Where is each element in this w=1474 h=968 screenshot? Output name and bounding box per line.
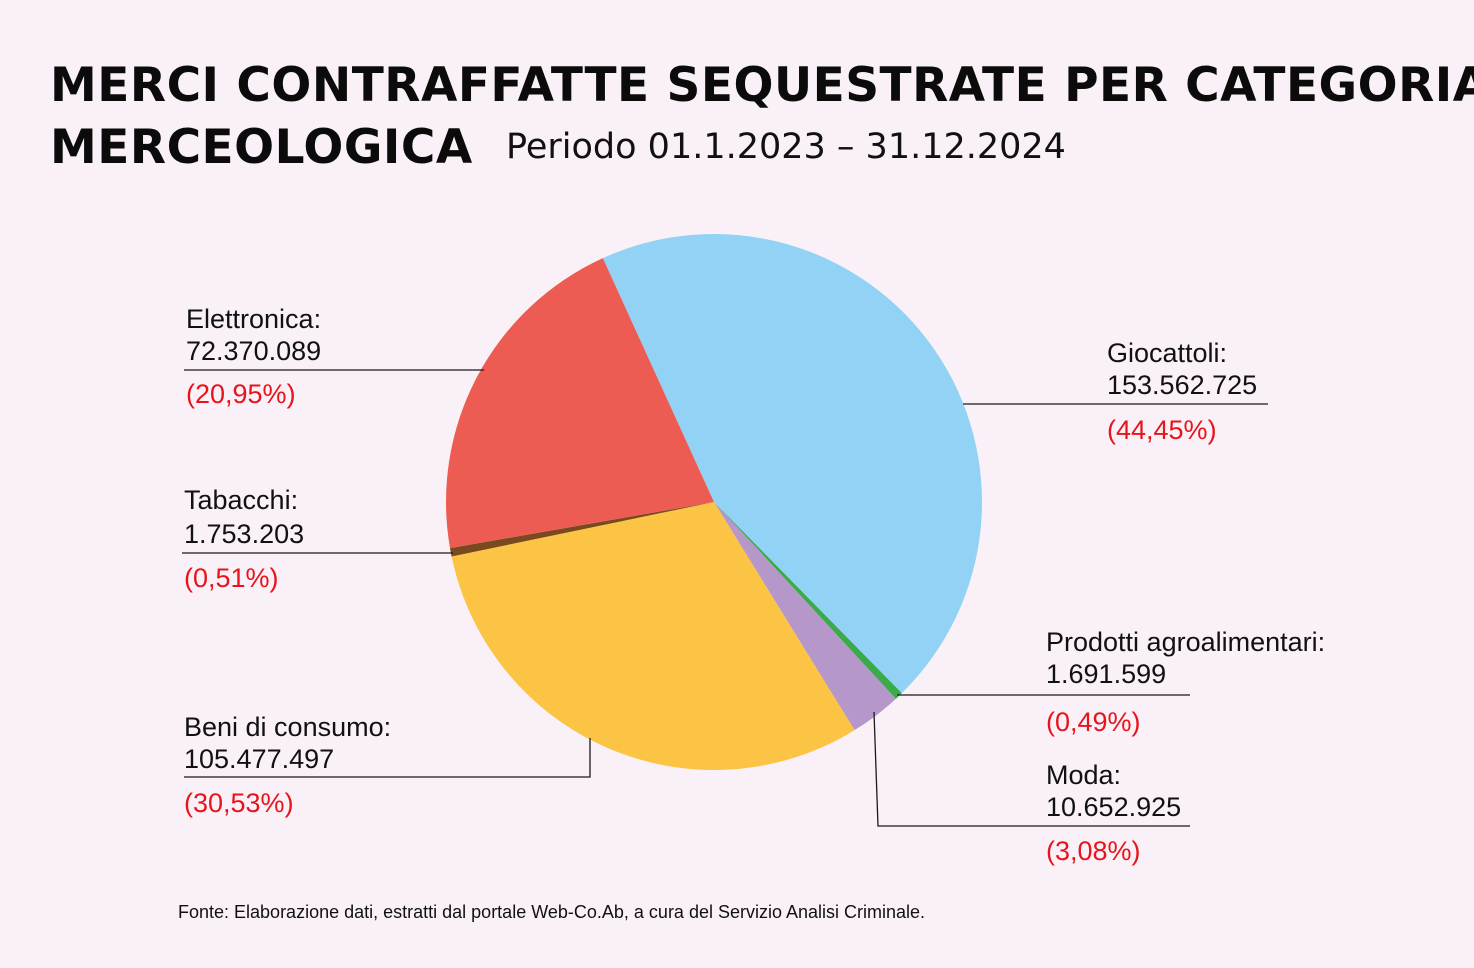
pie-callouts: Giocattoli:153.562.725 (44,45%) Prodotti a… xyxy=(182,304,1325,866)
slice-value-beni-di-consumo: 105.477.497 xyxy=(184,744,334,774)
slice-value-elettronica: 72.370.089 xyxy=(186,336,321,366)
pie-slice-tabacchi xyxy=(450,502,714,557)
chart-title-line-1: MERCI CONTRAFFATTE SEQUESTRATE PER CATEG… xyxy=(50,58,1474,113)
slice-percent-tabacchi: (0,51%) xyxy=(184,563,279,593)
slice-percent-elettronica: (20,95%) xyxy=(186,379,296,409)
leader-line-moda xyxy=(873,711,1190,827)
pie-slice-moda xyxy=(714,502,896,731)
slice-label-giocattoli: Giocattoli: xyxy=(1107,338,1227,368)
chart-title-line-2: MERCEOLOGICA xyxy=(50,120,473,175)
slice-label-moda: Moda: xyxy=(1046,760,1121,790)
slice-value-moda: 10.652.925 xyxy=(1046,792,1181,822)
slice-percent-prodotti-agroalimentari: (0,49%) xyxy=(1046,707,1141,737)
pie-slices xyxy=(446,234,982,770)
chart-subtitle: Periodo 01.1.2023 – 31.12.2024 xyxy=(506,127,1066,167)
pie-slice-beni-di-consumo xyxy=(451,502,855,770)
slice-percent-beni-di-consumo: (30,53%) xyxy=(184,788,294,818)
leader-line-beni-di-consumo xyxy=(184,738,591,778)
slice-value-giocattoli: 153.562.725 xyxy=(1107,370,1257,400)
slice-label-tabacchi: Tabacchi: xyxy=(184,485,298,515)
slice-value-prodotti-agroalimentari: 1.691.599 xyxy=(1046,659,1166,689)
slice-label-prodotti-agroalimentari: Prodotti agroalimentari: xyxy=(1046,627,1325,657)
slice-percent-moda: (3,08%) xyxy=(1046,836,1141,866)
slice-label-beni-di-consumo: Beni di consumo: xyxy=(184,712,391,742)
pie-slice-giocattoli xyxy=(602,234,982,694)
slice-value-tabacchi: 1.753.203 xyxy=(184,519,304,549)
pie-slice-elettronica xyxy=(446,258,714,549)
pie-slice-prodotti-agroalimentari xyxy=(714,502,902,699)
source-note: Fonte: Elaborazione dati, estratti dal p… xyxy=(178,902,926,922)
slice-label-elettronica: Elettronica: xyxy=(186,304,321,334)
slice-percent-giocattoli: (44,45%) xyxy=(1107,415,1217,445)
